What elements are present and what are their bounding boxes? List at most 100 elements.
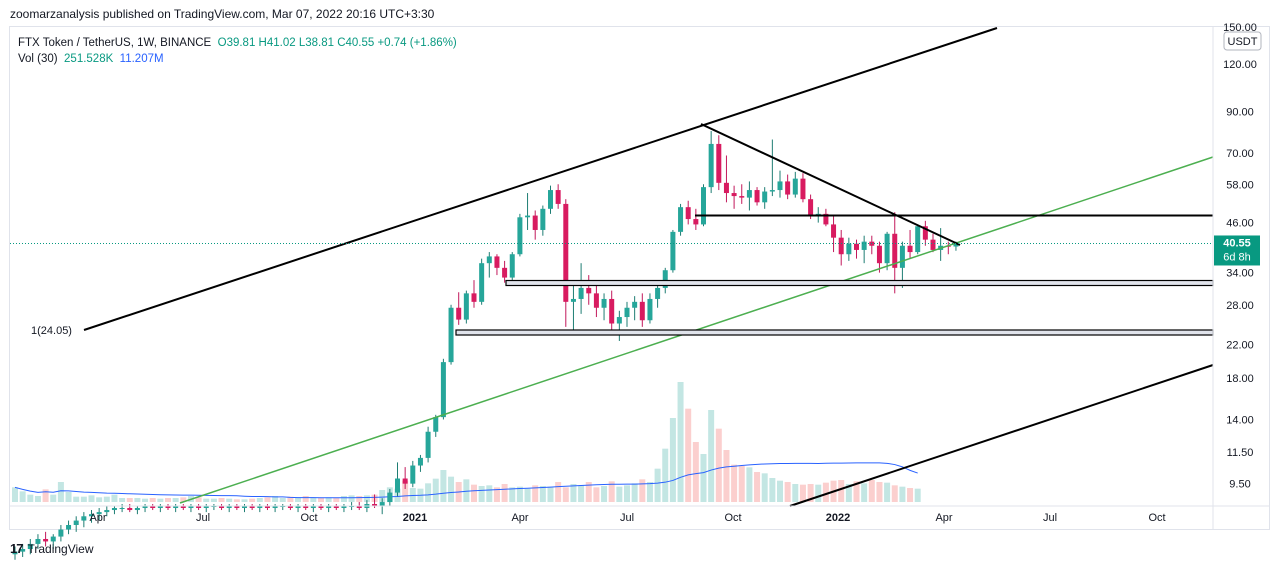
candle (173, 504, 179, 513)
candle-body (609, 298, 615, 324)
volume-bar (195, 497, 202, 502)
candle (876, 241, 882, 273)
candle-body (379, 502, 385, 506)
candle-body (769, 190, 775, 192)
volume-bar (402, 480, 409, 502)
volume-bar (646, 482, 653, 502)
currency-badge[interactable]: USDT (1228, 36, 1258, 48)
candle-body (73, 520, 79, 525)
candle (318, 504, 324, 511)
candle-body (678, 207, 684, 232)
volume-bar (738, 466, 745, 502)
time-tick-label: Apr (511, 512, 528, 524)
volume-bar (363, 495, 370, 502)
volume-ma-line (14, 462, 918, 499)
tradingview-logo[interactable]: 17 TradingView (10, 541, 94, 556)
time-tick-label: Apr (935, 512, 952, 524)
candle-body (639, 301, 645, 321)
price-tick-label: 28.00 (1226, 300, 1254, 312)
volume-bar (509, 487, 516, 502)
chart-frame[interactable] (9, 26, 1270, 530)
candle (264, 504, 270, 511)
candle-body (234, 506, 240, 509)
time-tick-label: Oct (1148, 512, 1165, 524)
candle-body (907, 245, 913, 253)
candle (509, 252, 515, 281)
candle (280, 504, 286, 511)
candle-body (509, 254, 515, 278)
volume-bar (692, 442, 699, 502)
candle-body (402, 478, 408, 484)
candle-body (142, 506, 148, 509)
candle-body (731, 193, 737, 197)
volume-bar (325, 497, 332, 502)
price-tick-label: 34.00 (1226, 268, 1254, 280)
price-tick-label: 46.00 (1226, 218, 1254, 230)
candle (854, 239, 859, 259)
candle-body (272, 506, 278, 509)
time-tick-label: 2021 (403, 512, 427, 524)
candle (800, 173, 806, 203)
volume-label: Vol (30) (18, 53, 58, 65)
volume-bar (134, 498, 141, 502)
candle (395, 462, 400, 497)
volume-bar (333, 498, 340, 502)
time-axis: Apr Jul Oct 2021 Apr Jul Oct 2022 Apr Jul Oct (89, 512, 1165, 524)
candle (433, 414, 439, 437)
volume-bar (593, 487, 600, 502)
candle (180, 504, 186, 511)
volume-bar (241, 499, 248, 502)
volume-bar (88, 495, 95, 502)
candle-body (846, 243, 852, 255)
candle (593, 285, 599, 318)
candle (777, 170, 783, 198)
candle (448, 304, 454, 365)
volume-bar (639, 479, 646, 502)
volume-bar (769, 478, 776, 502)
candle-body (440, 362, 446, 418)
candle-body (854, 243, 859, 250)
price-tick-label: 22.00 (1226, 340, 1254, 352)
candle-body (356, 506, 362, 509)
candle (938, 228, 944, 261)
candle-body (785, 181, 791, 195)
candle-body (326, 506, 332, 509)
candle (609, 290, 615, 331)
candle-body (50, 536, 56, 542)
candle (570, 282, 576, 331)
candle (142, 504, 148, 513)
candle (494, 254, 500, 276)
candle (20, 543, 26, 557)
volume-bar (861, 483, 868, 502)
candle-body (119, 508, 125, 510)
volume-bar (524, 488, 531, 502)
candle (165, 504, 171, 511)
ohlc-values: O39.81 H41.02 L38.81 C40.55 +0.74 (+1.86… (217, 37, 457, 49)
candle (12, 546, 18, 560)
time-tick-label: Jul (196, 512, 210, 524)
volume-bar (532, 485, 539, 502)
candle (111, 506, 117, 515)
candle-body (800, 178, 806, 200)
candle-body (486, 256, 492, 264)
volume-bar (42, 489, 49, 502)
trend-drawings[interactable] (83, 27, 1214, 507)
candle-body (188, 506, 194, 509)
volume-bar (310, 497, 317, 502)
currency-badge-frame (1223, 31, 1262, 51)
fib-annotation: 1(24.05) (31, 325, 72, 337)
candle-body (310, 506, 316, 509)
candle (701, 184, 706, 227)
volume-bar (853, 481, 860, 502)
symbol-title[interactable]: FTX Token / TetherUS, 1W, BINANCE (18, 37, 212, 49)
candle (639, 293, 645, 327)
candle-body (150, 506, 156, 509)
descending-resistance-line (700, 123, 961, 246)
time-tick-label: Oct (300, 512, 317, 524)
candle (525, 193, 531, 230)
candle-body (792, 178, 798, 195)
volume-bar (914, 488, 921, 502)
candle-body (739, 196, 745, 198)
candle (89, 510, 94, 523)
